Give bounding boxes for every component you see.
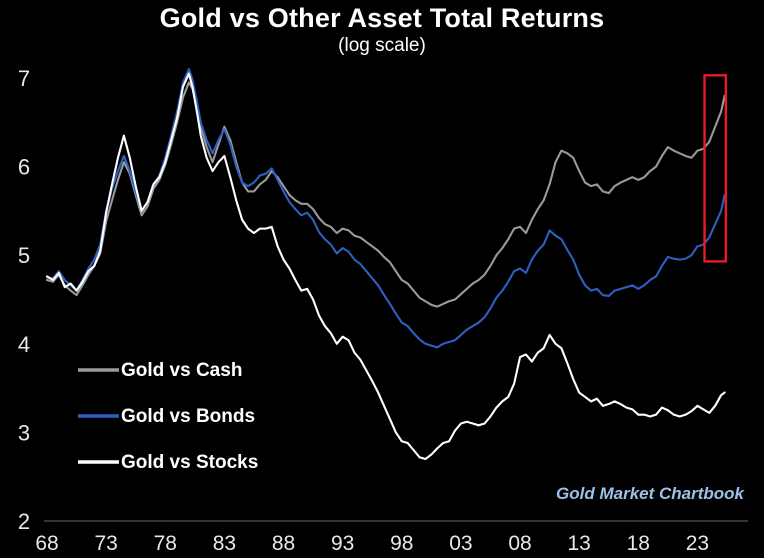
- x-tick-label: 78: [154, 532, 177, 555]
- x-tick-label: 18: [627, 532, 650, 555]
- x-tick-label: 83: [213, 532, 236, 555]
- y-axis-tick-labels: 2 3 4 5 6 7: [18, 66, 30, 534]
- y-tick-label: 6: [18, 155, 30, 180]
- x-tick-label: 93: [331, 532, 354, 555]
- x-tick-label: 08: [508, 532, 531, 555]
- x-tick-label: 73: [94, 532, 117, 555]
- x-tick-label: 23: [686, 532, 709, 555]
- x-tick-label: 13: [567, 532, 590, 555]
- x-axis-tick-labels: 68 73 78 83 88 93 98 03 08 13 18 23: [35, 532, 709, 555]
- y-tick-label: 7: [18, 66, 30, 91]
- x-tick-label: 68: [35, 532, 58, 555]
- legend-label-gold-vs-cash: Gold vs Cash: [121, 360, 242, 381]
- x-tick-label: 88: [272, 532, 295, 555]
- y-tick-label: 5: [18, 243, 30, 268]
- y-tick-label: 3: [18, 420, 30, 445]
- series-line-gold-vs-bonds: [45, 68, 726, 349]
- page-title: Gold vs Other Asset Total Returns: [159, 3, 605, 33]
- x-tick-label: 03: [449, 532, 472, 555]
- recent-surge-highlight: [703, 74, 728, 263]
- series-line-gold-vs-stocks: [45, 72, 726, 461]
- chart-annotations: [703, 74, 728, 263]
- y-tick-label: 2: [18, 509, 30, 534]
- legend-label-gold-vs-bonds: Gold vs Bonds: [121, 406, 255, 427]
- chart-legend: Gold vs Cash Gold vs Bonds Gold vs Stocks: [78, 360, 258, 473]
- chart-subtitle: (log scale): [338, 35, 426, 56]
- y-tick-label: 4: [18, 332, 30, 357]
- series-lines: [45, 68, 726, 461]
- series-line-gold-vs-cash: [45, 81, 726, 308]
- x-tick-label: 98: [390, 532, 413, 555]
- source-attribution: Gold Market Chartbook: [556, 484, 746, 503]
- legend-label-gold-vs-stocks: Gold vs Stocks: [121, 452, 258, 473]
